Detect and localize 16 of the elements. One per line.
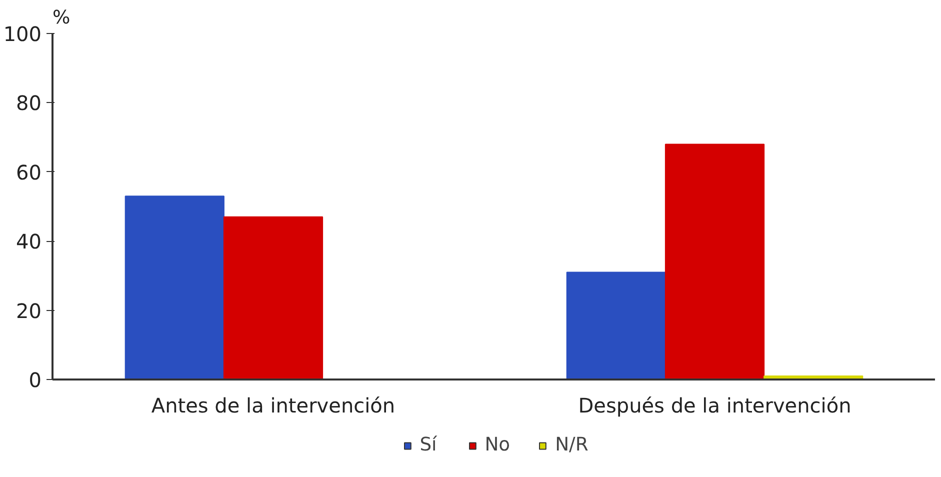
bar (664, 144, 765, 380)
x-tick-label: Después de la intervención (578, 394, 852, 418)
x-tick-label: Antes de la intervención (151, 394, 396, 418)
bar (566, 272, 666, 380)
y-tick-label: 100 (3, 22, 42, 46)
legend-label: N/R (555, 434, 588, 456)
y-tick-label: 80 (16, 91, 42, 116)
y-tick-label: 20 (16, 298, 42, 323)
bar (124, 196, 224, 380)
legend-label: No (484, 434, 510, 456)
y-axis-title: % (52, 8, 70, 28)
legend-label: Sí (420, 434, 438, 456)
y-tick-label: 40 (16, 230, 42, 254)
y-tick-label: 0 (28, 368, 42, 392)
y-tick-label: 60 (16, 160, 42, 184)
bar (223, 216, 324, 380)
